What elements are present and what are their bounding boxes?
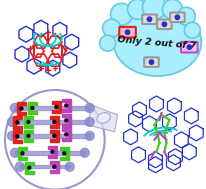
Circle shape (15, 162, 24, 171)
Bar (20, 165, 69, 168)
Polygon shape (60, 147, 68, 160)
FancyBboxPatch shape (119, 27, 135, 37)
FancyBboxPatch shape (144, 57, 158, 67)
Polygon shape (24, 130, 33, 142)
Polygon shape (17, 102, 26, 115)
Circle shape (142, 0, 166, 19)
Circle shape (53, 120, 56, 123)
Circle shape (65, 162, 74, 171)
Ellipse shape (96, 113, 110, 123)
Circle shape (51, 150, 54, 153)
Circle shape (53, 165, 56, 168)
Polygon shape (25, 162, 34, 174)
Circle shape (177, 7, 194, 25)
Polygon shape (87, 105, 117, 132)
Ellipse shape (113, 8, 200, 76)
Circle shape (85, 117, 94, 126)
Polygon shape (24, 116, 33, 128)
Circle shape (80, 148, 89, 157)
Circle shape (64, 104, 67, 107)
Circle shape (162, 0, 181, 19)
Circle shape (110, 3, 132, 25)
Polygon shape (48, 146, 56, 158)
Polygon shape (18, 147, 27, 160)
Polygon shape (50, 116, 59, 128)
Bar (12, 120, 89, 124)
FancyBboxPatch shape (142, 15, 156, 24)
Circle shape (99, 35, 115, 51)
Circle shape (62, 152, 66, 155)
Circle shape (5, 90, 104, 189)
Circle shape (16, 121, 19, 124)
Polygon shape (13, 116, 22, 129)
Polygon shape (50, 130, 59, 142)
Circle shape (7, 117, 16, 126)
Circle shape (11, 148, 19, 157)
Circle shape (64, 133, 67, 136)
Polygon shape (52, 101, 61, 113)
Circle shape (31, 106, 34, 109)
Bar (12, 134, 89, 138)
Circle shape (11, 103, 19, 112)
Polygon shape (28, 102, 37, 114)
FancyBboxPatch shape (169, 12, 184, 22)
Circle shape (27, 120, 30, 123)
Polygon shape (61, 114, 70, 127)
Circle shape (27, 134, 30, 137)
Circle shape (102, 19, 120, 37)
Circle shape (20, 107, 23, 110)
Circle shape (85, 103, 94, 112)
Circle shape (64, 119, 67, 122)
Circle shape (16, 135, 19, 138)
Circle shape (85, 131, 94, 140)
Circle shape (127, 0, 147, 19)
Polygon shape (61, 128, 70, 141)
Circle shape (184, 22, 199, 38)
Circle shape (174, 15, 179, 19)
Circle shape (21, 152, 24, 155)
FancyBboxPatch shape (180, 42, 197, 53)
FancyBboxPatch shape (156, 19, 171, 29)
Polygon shape (50, 161, 59, 173)
Circle shape (53, 134, 56, 137)
Polygon shape (13, 130, 22, 143)
Circle shape (162, 22, 166, 26)
Circle shape (28, 166, 31, 169)
Text: Only 2 out of 7: Only 2 out of 7 (116, 35, 195, 51)
Circle shape (125, 30, 129, 34)
Bar (15, 106, 89, 110)
Circle shape (147, 17, 151, 22)
Circle shape (149, 60, 153, 64)
Polygon shape (61, 99, 70, 112)
Bar (15, 151, 84, 155)
Circle shape (186, 45, 191, 49)
Circle shape (7, 131, 16, 140)
Circle shape (55, 105, 57, 108)
